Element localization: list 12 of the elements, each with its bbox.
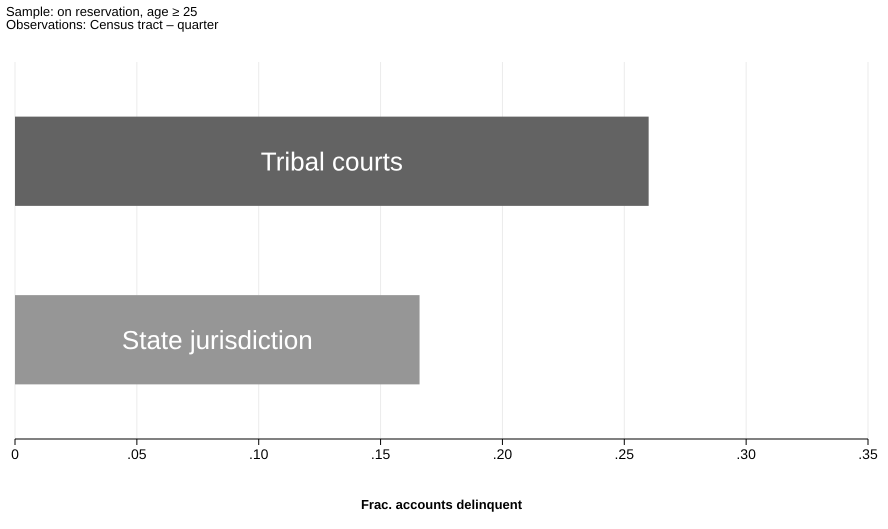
x-tick-label: .10 (248, 446, 269, 462)
x-tick-label: .30 (736, 446, 756, 462)
x-axis-title: Frac. accounts delinquent (360, 497, 523, 512)
x-tick-label: .25 (614, 446, 634, 462)
x-tick-label: .15 (370, 446, 391, 462)
x-tick-label: .35 (858, 446, 878, 462)
y-tick-label: Tribal courts (260, 146, 403, 176)
x-tick-label: 0 (11, 446, 20, 462)
x-tick-label: .20 (492, 446, 512, 462)
y-tick-label: State jurisdiction (122, 324, 313, 355)
x-tick-label: .05 (127, 446, 147, 462)
text: Sample: on reservation, age ≥ 25 (6, 4, 198, 19)
